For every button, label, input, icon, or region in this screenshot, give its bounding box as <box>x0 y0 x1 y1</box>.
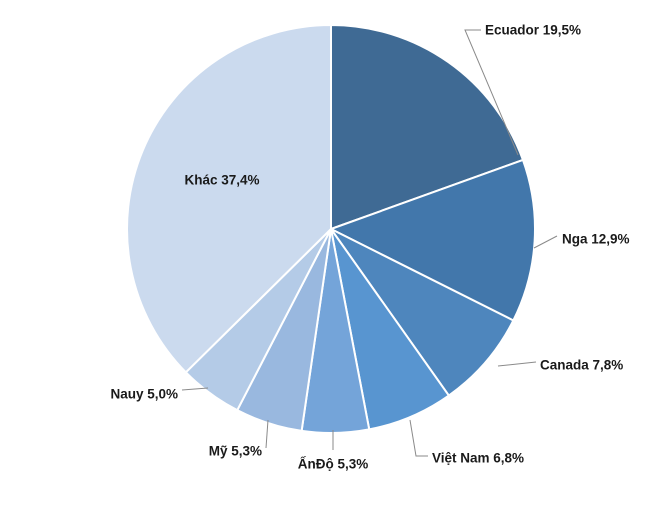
leader-line-nga <box>533 235 558 249</box>
leader-line-viet-nam <box>409 419 428 457</box>
label-canada: Canada 7,8% <box>540 358 623 373</box>
label-viet-nam: Việt Nam 6,8% <box>432 451 524 466</box>
slice-ecuador <box>330 24 524 230</box>
leader-line-ecuador <box>464 29 519 156</box>
slice-nga <box>330 158 536 322</box>
label-ecuador: Ecuador 19,5% <box>485 23 581 38</box>
slice-khac <box>126 24 332 374</box>
pie-slices <box>126 24 536 434</box>
leader-line-nauy <box>181 387 209 391</box>
data-labels: Ecuador 19,5% Nga 12,9% Canada 7,8% Việt… <box>110 23 629 472</box>
leader-line-canada <box>497 361 537 367</box>
leader-lines <box>181 29 558 457</box>
label-nga: Nga 12,9% <box>562 232 630 247</box>
label-khac: Khác 37,4% <box>184 173 259 188</box>
label-nauy: Nauy 5,0% <box>110 387 178 402</box>
slice-canada <box>330 228 515 397</box>
label-an-do: ẤnĐộ 5,3% <box>298 457 369 472</box>
leader-line-my <box>265 419 269 449</box>
label-my: Mỹ 5,3% <box>209 444 262 459</box>
